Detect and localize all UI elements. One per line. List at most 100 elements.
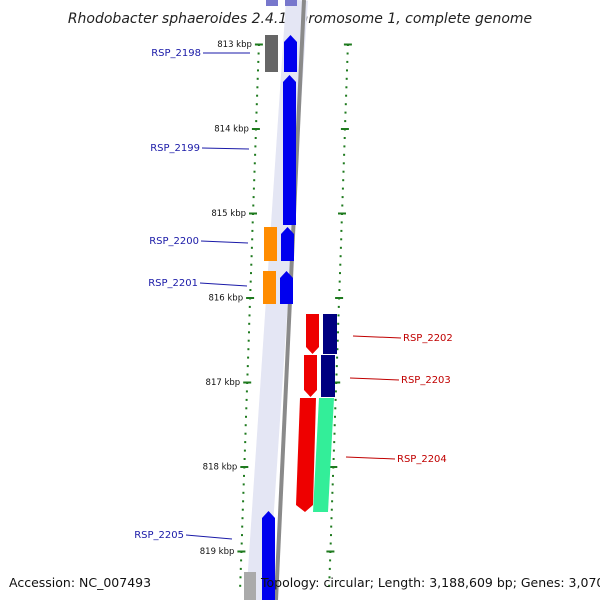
tick-dot (344, 120, 347, 123)
topology-text: Topology: circular; Length: 3,188,609 bp… (260, 575, 600, 590)
tick-marks-right (326, 43, 352, 587)
tick-dot (253, 179, 256, 182)
gene-arrow-rsp-2202[interactable] (306, 314, 319, 354)
gene-label-rsp-2205[interactable]: RSP_2205 (134, 530, 184, 541)
tick-dot (243, 474, 245, 477)
tick-dot (249, 280, 252, 283)
tick-dot (247, 356, 250, 359)
tick-dot (341, 187, 344, 190)
leader-line-rsp-2199 (201, 147, 250, 150)
gene-feature-orange-2200[interactable] (264, 227, 277, 261)
gene-feature-navy-2203[interactable] (321, 355, 335, 397)
tick-dot (338, 280, 341, 283)
tick-dot (239, 576, 242, 579)
gene-arrow-rsp-2198[interactable] (284, 35, 297, 72)
tick-dot (255, 111, 258, 114)
tick-dot (346, 52, 349, 55)
kbp-major-tick-right (332, 381, 341, 384)
leader-line-rsp-2205 (185, 534, 233, 540)
tick-dot (330, 534, 332, 537)
tick-dot (329, 559, 332, 562)
gene-label-rsp-2204[interactable]: RSP_2204 (397, 454, 447, 465)
tick-dot (254, 153, 257, 156)
tick-dot (256, 77, 259, 80)
tick-dot (343, 145, 346, 148)
tick-dot (334, 415, 336, 418)
tick-dot (345, 77, 348, 80)
kbp-major-tick (254, 43, 263, 46)
tick-dot (341, 204, 344, 207)
tick-dot (342, 170, 345, 173)
tick-dot (249, 289, 252, 291)
tick-dot (256, 94, 259, 97)
leader-line-rsp-2204 (345, 456, 396, 460)
gene-arrow-rsp-2204[interactable] (296, 398, 316, 512)
tick-dot (328, 567, 331, 570)
tick-dot (330, 508, 333, 511)
kbp-major-tick-right (343, 43, 352, 46)
kbp-major-tick (237, 550, 246, 553)
tick-dot (257, 69, 259, 72)
kbp-label: 817 kbp (206, 378, 241, 388)
tick-dot (340, 221, 343, 224)
kbp-major-tick-right (329, 466, 338, 468)
gene-feature-orange-2201[interactable] (263, 271, 276, 304)
tick-dot (250, 246, 253, 249)
tick-dot (336, 339, 339, 342)
gene-label-rsp-2202[interactable]: RSP_2202 (403, 333, 453, 344)
tick-dot (330, 517, 333, 520)
kbp-label: 818 kbp (203, 463, 238, 473)
tick-dot (239, 567, 242, 570)
tick-dot (245, 390, 248, 393)
kbp-major-tick (251, 128, 260, 130)
tick-dot (328, 584, 331, 587)
tick-dot (330, 525, 333, 528)
gene-label-rsp-2201[interactable]: RSP_2201 (148, 278, 198, 289)
tick-dot (252, 187, 255, 190)
gene-arrow-rsp-2203[interactable] (304, 355, 317, 397)
tick-dot (331, 500, 334, 503)
tick-dot (245, 398, 248, 401)
tick-dot (339, 255, 342, 258)
gene-feature-gray-2198[interactable] (265, 35, 278, 72)
gene-feature-teal-2204[interactable] (313, 398, 334, 512)
gene-label-rsp-2199[interactable]: RSP_2199 (150, 143, 200, 154)
tick-dot (254, 145, 257, 148)
tick-dot (335, 365, 338, 368)
tick-dot (244, 432, 247, 435)
tick-dot (252, 196, 255, 199)
kbp-major-tick (246, 297, 255, 299)
tick-dot (240, 559, 243, 562)
kbp-major-tick (240, 466, 249, 468)
tick-dot (339, 272, 341, 275)
gene-arrow-rsp-2199[interactable] (283, 75, 296, 225)
tick-dot (340, 238, 343, 241)
gene-label-rsp-2203[interactable]: RSP_2203 (401, 375, 451, 386)
tick-dot (257, 52, 260, 55)
kbp-major-tick-right (335, 297, 344, 299)
gene-arrow-rsp-2205[interactable] (262, 511, 275, 600)
tick-dot (245, 415, 247, 418)
strip-fragment-bottom (244, 572, 256, 600)
kbp-major-tick-right (338, 212, 346, 215)
tick-dot (345, 94, 348, 97)
tick-dot (331, 483, 334, 486)
tick-dot (245, 407, 248, 410)
gene-arrow-rsp-2201[interactable] (280, 271, 293, 304)
leader-line-rsp-2200 (200, 240, 249, 244)
gene-label-rsp-2200[interactable]: RSP_2200 (149, 236, 199, 247)
tick-dot (345, 86, 348, 89)
tick-dot (334, 398, 337, 401)
tick-dot (332, 458, 335, 460)
gene-arrow-rsp-2200[interactable] (281, 227, 294, 261)
tick-dot (251, 229, 254, 232)
tick-dot (250, 272, 252, 275)
tick-dot (251, 221, 254, 224)
tick-dot (248, 322, 251, 325)
tick-dot (241, 508, 244, 511)
leader-line-rsp-2202 (352, 335, 402, 339)
tick-dot (256, 86, 259, 89)
gene-label-rsp-2198[interactable]: RSP_2198 (151, 48, 201, 59)
gene-feature-navy-2202[interactable] (323, 314, 337, 354)
